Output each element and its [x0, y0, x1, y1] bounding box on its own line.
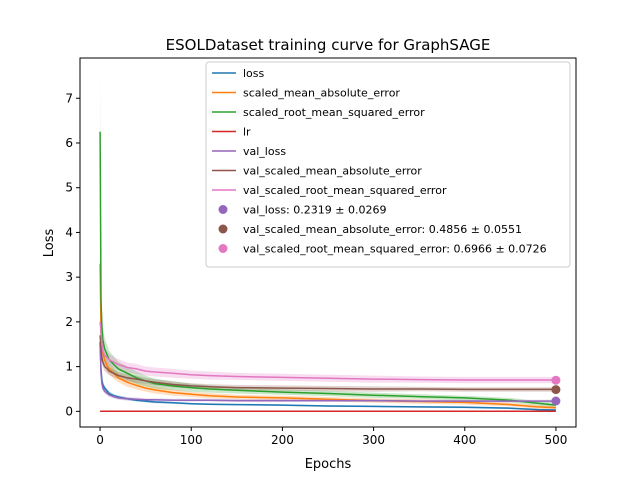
- y-tick-label: 4: [65, 225, 73, 239]
- legend-label-final-0: val_loss: 0.2319 ± 0.0269: [243, 204, 386, 217]
- y-tick-label: 2: [65, 315, 73, 329]
- y-axis: 0 1 2 3 4 5 6 7: [65, 91, 80, 418]
- line-val-scaled-root-mean-squared-error: [99, 321, 556, 381]
- y-tick-label: 5: [65, 181, 73, 195]
- final-point-0: [551, 396, 561, 406]
- legend-label-final-1: val_scaled_mean_absolute_error: 0.4856 ±…: [243, 223, 522, 236]
- legend-label-val-scaled-mean-absolute-error: val_scaled_mean_absolute_error: [243, 165, 422, 178]
- y-tick-label: 6: [65, 136, 73, 150]
- chart-title: ESOLDataset training curve for GraphSAGE: [166, 36, 491, 54]
- legend-label-scaled-mean-absolute-error: scaled_mean_absolute_error: [243, 87, 400, 100]
- y-tick-label: 3: [65, 270, 73, 284]
- y-tick-label: 0: [65, 404, 73, 418]
- legend-label-val-scaled-root-mean-squared-error: val_scaled_root_mean_squared_error: [243, 184, 447, 197]
- final-point-1: [551, 385, 561, 395]
- legend-label-lr: lr: [243, 126, 251, 139]
- y-tick-label: 7: [65, 91, 73, 105]
- legend-label-final-2: val_scaled_root_mean_squared_error: 0.69…: [243, 243, 547, 256]
- x-axis-label: Epochs: [305, 457, 352, 472]
- x-tick-label: 500: [544, 433, 567, 447]
- series-lines: [99, 131, 556, 413]
- line-scaled-root-mean-squared-error: [99, 131, 556, 406]
- x-tick-label: 400: [453, 433, 476, 447]
- legend-frame: [205, 61, 571, 268]
- line-val-loss: [99, 344, 556, 402]
- legend-marker-0: [218, 205, 228, 214]
- legend-label-loss: loss: [243, 67, 265, 80]
- line-val-scaled-mean-absolute-error: [99, 335, 556, 391]
- legend: loss scaled_mean_absolute_error scaled_roo…: [205, 61, 571, 268]
- final-points: [551, 375, 561, 406]
- x-tick-label: 300: [362, 433, 385, 447]
- x-axis: 0 100 200 300 400 500: [96, 427, 567, 447]
- legend-marker-1: [218, 224, 228, 234]
- x-tick-label: 0: [96, 433, 104, 447]
- x-tick-label: 200: [271, 433, 294, 447]
- y-axis-label: Loss: [42, 229, 57, 258]
- legend-label-val-loss: val_loss: [243, 145, 286, 158]
- x-tick-label: 100: [180, 433, 203, 447]
- plot-frame: [79, 57, 577, 428]
- y-tick-label: 1: [65, 360, 73, 374]
- final-point-2: [551, 375, 561, 385]
- legend-label-scaled-root-mean-squared-error: scaled_root_mean_squared_error: [243, 106, 425, 119]
- legend-marker-2: [218, 244, 228, 253]
- line-loss: [99, 341, 556, 411]
